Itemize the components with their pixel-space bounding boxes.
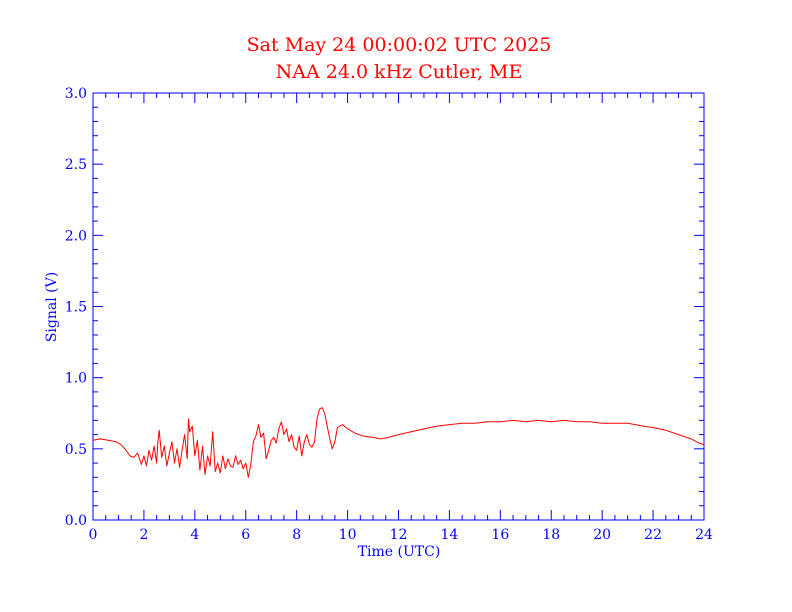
x-tick-label: 0 — [89, 527, 98, 543]
x-tick-label: 16 — [491, 527, 509, 543]
chart-title: Sat May 24 00:00:02 UTC 2025 — [247, 34, 552, 56]
y-tick-label: 1.5 — [65, 300, 87, 316]
x-tick-label: 18 — [542, 527, 560, 543]
y-tick-label: 0.5 — [65, 442, 87, 458]
y-tick-label: 2.0 — [65, 228, 87, 244]
x-tick-label: 14 — [441, 527, 459, 543]
series-group — [92, 407, 705, 478]
y-tick-label: 3.0 — [65, 86, 87, 102]
x-axis-title: Time (UTC) — [358, 544, 441, 560]
x-tick-label: 2 — [139, 527, 148, 543]
x-tick-label: 22 — [644, 527, 662, 543]
y-tick-label: 1.0 — [65, 371, 87, 387]
y-axis-title: Signal (V) — [44, 272, 60, 342]
chart-subtitle: NAA 24.0 kHz Cutler, ME — [276, 61, 523, 83]
x-tick-label: 20 — [593, 527, 611, 543]
x-tick-label: 4 — [190, 527, 199, 543]
x-tick-label: 6 — [241, 527, 250, 543]
y-tick-label: 0.0 — [65, 513, 87, 529]
y-tick-label: 2.5 — [65, 157, 87, 173]
plot-frame — [92, 92, 705, 521]
x-tick-label: 12 — [390, 527, 408, 543]
series-line — [92, 407, 705, 478]
x-tick-label: 24 — [695, 527, 713, 543]
x-tick-label: 8 — [292, 527, 301, 543]
axis-tick-labels: 0 2 4 6 8 10 12 14 16 18 20 22 240.00.51.01.52.02.53… — [65, 86, 713, 543]
x-tick-label: 10 — [339, 527, 357, 543]
axis-ticks — [92, 92, 705, 521]
